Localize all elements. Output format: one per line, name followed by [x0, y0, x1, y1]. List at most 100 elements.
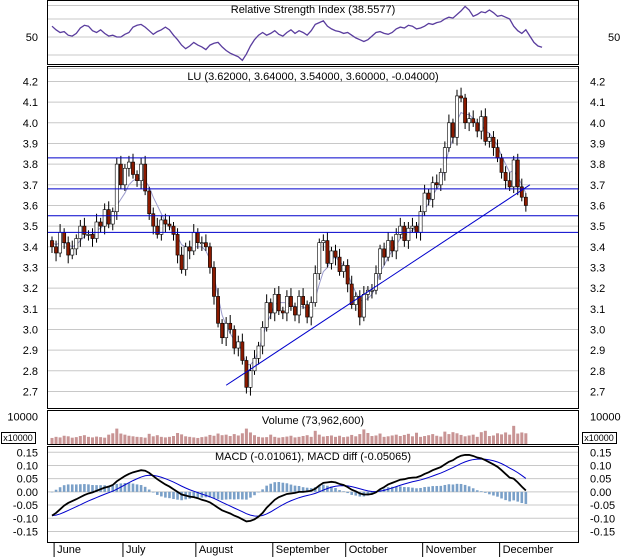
price-tick-label-left: 3.7: [23, 180, 38, 192]
rsi-tick-label-right: 50: [608, 32, 620, 44]
volume-bar: [435, 435, 439, 444]
volume-bar: [91, 437, 94, 444]
price-tick-label-right: 4.1: [590, 97, 605, 109]
x-tick-label: December: [503, 544, 554, 556]
macd-histogram-bar: [160, 491, 163, 497]
price-tick-label-right: 2.8: [590, 366, 605, 378]
volume-bar: [350, 434, 354, 444]
volume-bar: [261, 437, 265, 444]
price-tick-label-right: 3.4: [590, 242, 605, 254]
volume-panel-frame: [47, 410, 579, 445]
macd-histogram-bar: [451, 484, 455, 492]
tick-layer: 50 50 2.7 2.7 2.8 2.8 2.9 2.9 3.0 3.0 3.1 3.1 3.2 3.2…: [7, 32, 621, 557]
price-title: LU (3.62000, 3.64000, 3.54000, 3.60000, …: [187, 71, 438, 83]
candle-up: [418, 211, 423, 233]
price-tick-label-right: 3.1: [590, 304, 605, 316]
volume-bar: [390, 435, 394, 444]
volume-bar: [111, 433, 115, 444]
macd-histogram-bar: [200, 491, 204, 498]
volume-bar: [115, 428, 119, 444]
macd-histogram-bar: [269, 483, 272, 492]
macd-histogram-bar: [70, 484, 74, 492]
volume-bar: [143, 437, 147, 444]
volume-bar: [500, 434, 504, 444]
volume-bar: [423, 436, 427, 444]
candle-up: [398, 225, 403, 235]
macd-histogram-bar: [496, 491, 499, 497]
candle-down: [155, 225, 160, 235]
price-tick-label-right: 3.3: [590, 262, 605, 274]
volume-bar: [135, 436, 139, 444]
macd-histogram-bar: [265, 485, 268, 492]
volume-bar: [459, 434, 463, 444]
price-tick-label-left: 3.6: [23, 200, 38, 212]
price-tick-label-right: 4.2: [590, 76, 605, 88]
volume-bar: [317, 434, 321, 444]
macd-histogram-bar: [212, 491, 216, 499]
volume-bar: [334, 436, 337, 444]
candle-down: [471, 118, 476, 124]
volume-bar: [240, 433, 244, 444]
volume-tick-label-right: 10000: [590, 412, 621, 424]
candle-down: [289, 296, 293, 308]
candle-up: [410, 225, 415, 229]
macd-panel-frame: [47, 446, 579, 543]
candle-down: [523, 196, 528, 206]
volume-bar: [236, 435, 240, 444]
candle-up: [309, 302, 314, 318]
candle-down: [195, 232, 200, 243]
macd-histogram-bar: [419, 487, 422, 492]
macd-histogram-bar: [139, 485, 143, 492]
candle-down: [171, 225, 176, 235]
volume-bar: [86, 436, 90, 444]
candle-down: [90, 234, 95, 239]
volume-bar: [232, 434, 236, 444]
candle-up: [446, 122, 451, 148]
macd-tick-label-right: -0.05: [590, 500, 615, 512]
volume-bar: [167, 436, 171, 444]
candle-up: [374, 273, 378, 291]
volume-bar: [346, 436, 350, 444]
rsi-panel-frame: [47, 0, 579, 65]
candle-up: [361, 294, 366, 318]
price-tick-label-left: 4.1: [23, 97, 38, 109]
volume-bar: [192, 437, 196, 444]
volume-bar: [265, 437, 269, 444]
volume-bar: [285, 436, 289, 444]
candle-down: [147, 190, 152, 215]
volume-bar: [491, 435, 495, 444]
macd-histogram-bar: [504, 491, 507, 501]
volume-bar: [431, 434, 435, 444]
macd-histogram-bar: [257, 491, 260, 493]
macd-line: [51, 454, 527, 523]
candle-up: [248, 370, 253, 388]
candle-up: [159, 219, 164, 235]
volume-bar: [269, 434, 273, 444]
volume-bar: [220, 435, 224, 444]
candle-down: [459, 95, 463, 99]
volume-bar: [176, 433, 180, 444]
macd-histogram-bar: [273, 482, 277, 492]
volume-bar: [463, 436, 467, 444]
volume-bar: [281, 437, 285, 444]
macd-histogram-bar: [411, 487, 414, 492]
macd-histogram-bar: [147, 489, 151, 492]
volume-bar: [447, 434, 451, 444]
macd-histogram-bar: [95, 485, 98, 492]
candle-up: [127, 161, 131, 169]
volume-bar: [289, 435, 293, 444]
volume-bar: [374, 435, 378, 444]
macd-histogram-bar: [524, 491, 528, 504]
candle-up: [370, 289, 374, 292]
price-tick-label-left: 2.7: [23, 386, 38, 398]
price-tick-label-right: 3.8: [590, 159, 605, 171]
candle-up: [511, 159, 516, 188]
price-tick-label-left: 4.0: [23, 118, 38, 130]
candle-down: [426, 192, 431, 200]
candle-down: [483, 116, 488, 142]
macd-histogram-bar: [196, 491, 200, 498]
macd-histogram-bar: [508, 491, 511, 502]
price-tick-label-right: 2.7: [590, 386, 605, 398]
candle-down: [98, 221, 103, 227]
volume-bar: [216, 433, 220, 444]
